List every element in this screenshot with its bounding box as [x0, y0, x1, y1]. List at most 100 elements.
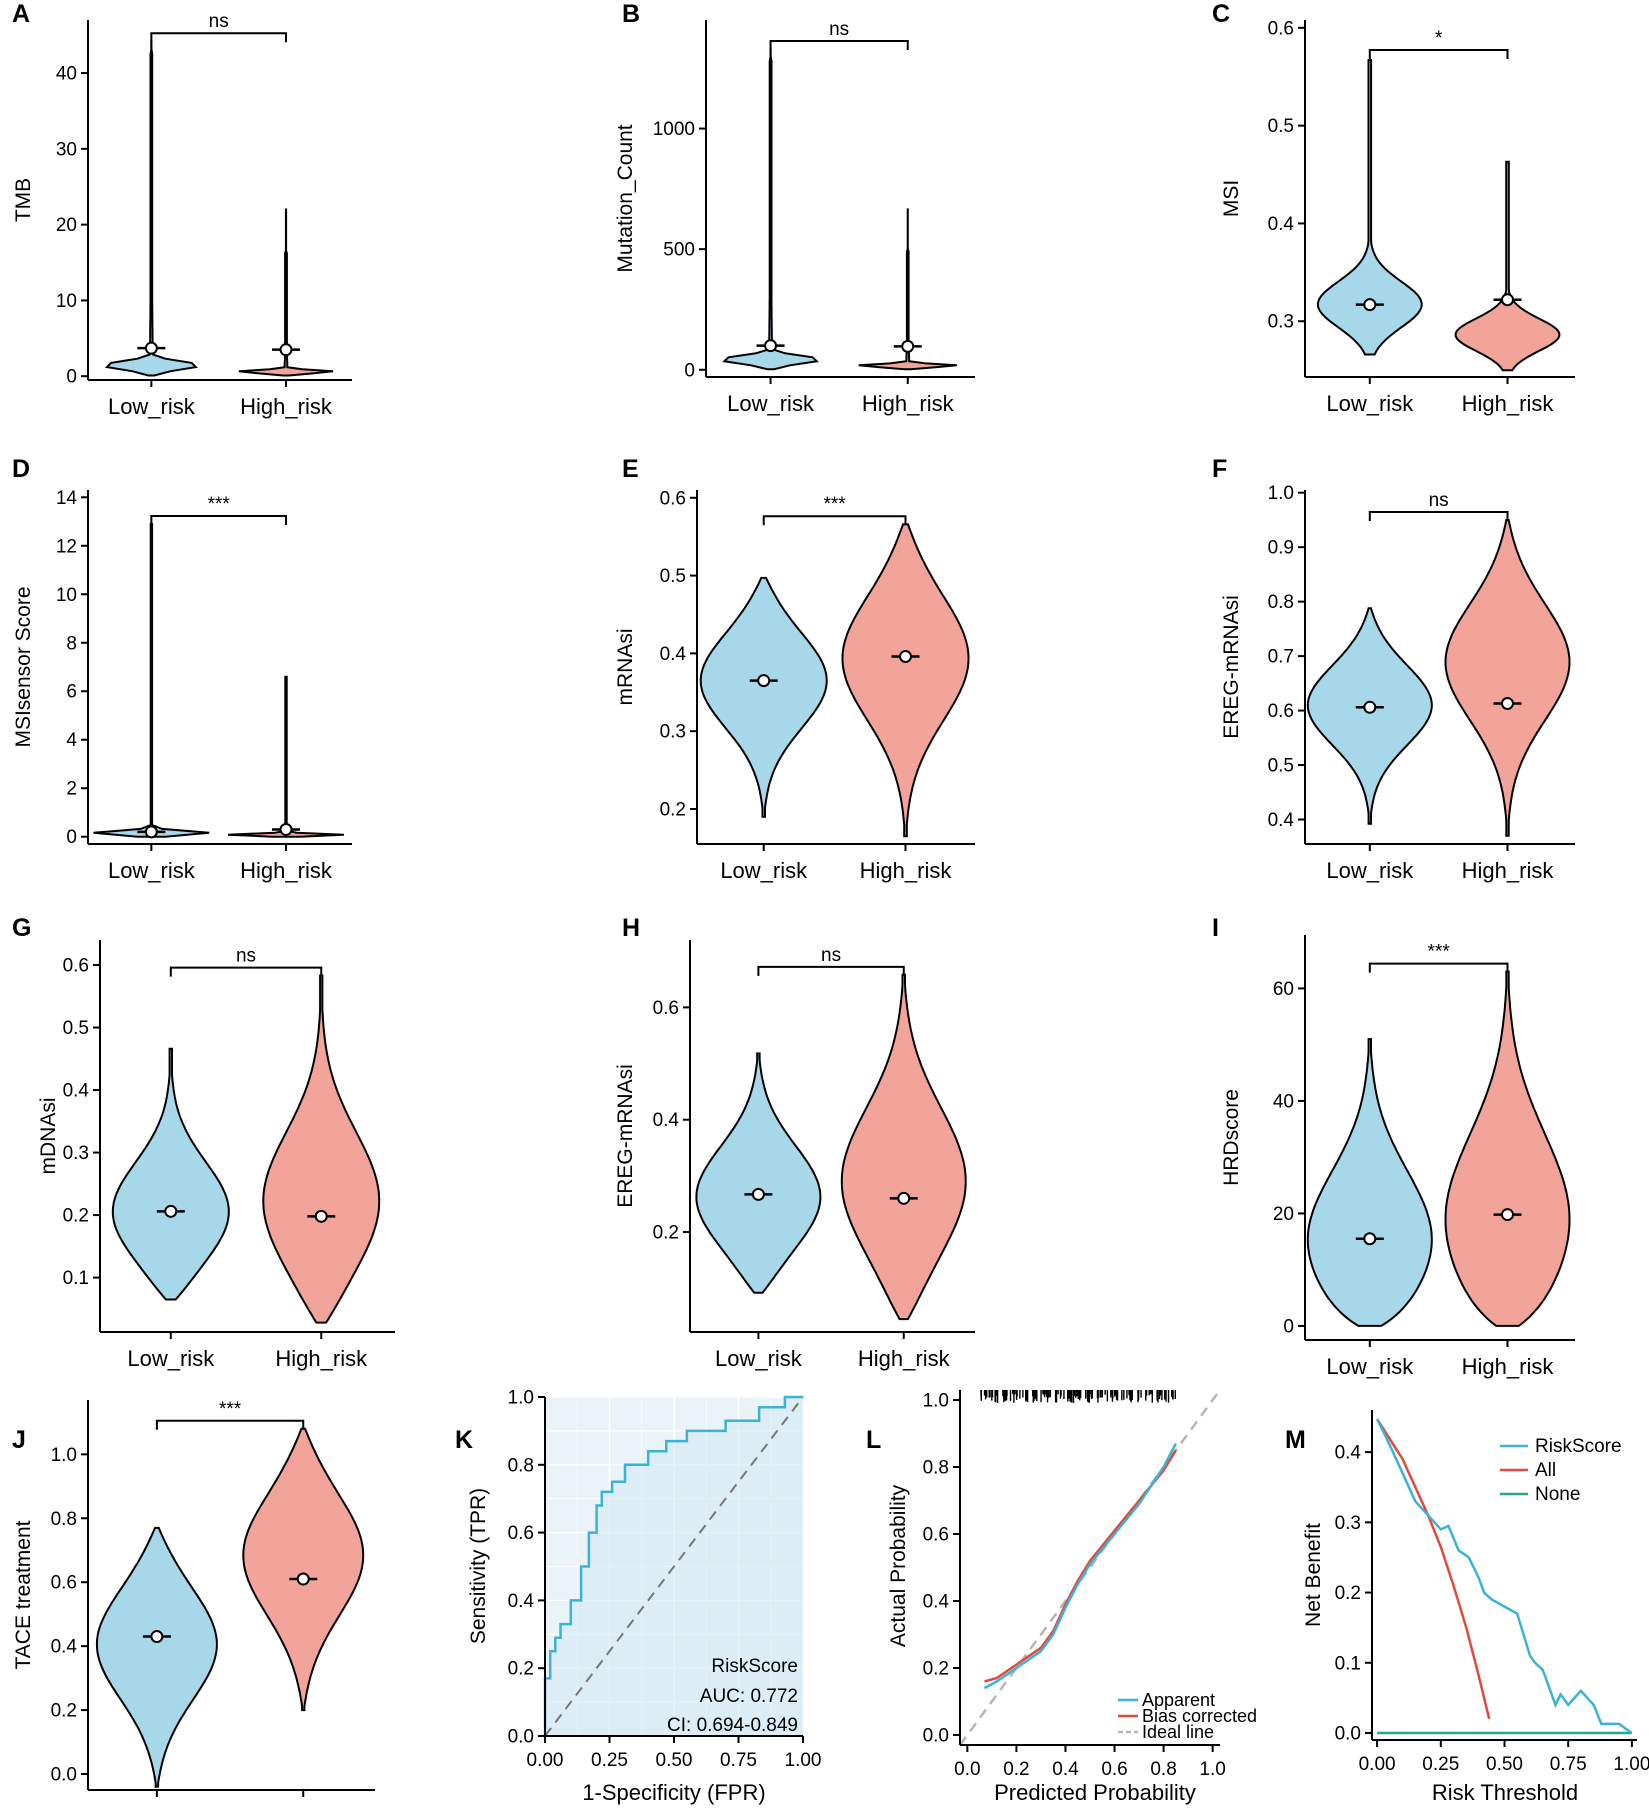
x-tick-label: 0.50 — [656, 1750, 693, 1771]
violin-high-risk — [228, 675, 344, 838]
roc-legend-name: RiskScore — [711, 1656, 798, 1677]
violin-high-risk — [1444, 970, 1571, 1327]
significance-label: ns — [829, 19, 849, 40]
panel-l-calibration: L 0.0 0.2 0.4 0.6 0.8 1.0 0.0 0.2 0.4 0.6 0.8 1.0 A… — [866, 1389, 1257, 1805]
median-point — [751, 1187, 765, 1201]
y-tick-label: 0.6 — [63, 956, 89, 977]
y-tick-label: 0.6 — [508, 1523, 534, 1544]
median-point — [1501, 696, 1514, 710]
violin-high-risk — [1444, 519, 1571, 837]
panel-a: A 0 10 20 30 40 Low_risk High_risk TMB ns — [12, 0, 352, 419]
x-tick-label: 0.75 — [720, 1750, 757, 1771]
y-tick-label: 14 — [56, 488, 78, 509]
significance-label: *** — [824, 494, 847, 515]
panel-letter: B — [622, 0, 640, 28]
y-tick-label: 0.2 — [923, 1658, 949, 1679]
median-point — [279, 343, 293, 357]
y-axis-label: mRNAsi — [614, 629, 637, 706]
violin-low-risk — [695, 1052, 822, 1294]
violin-low-risk — [699, 576, 828, 818]
y-tick-label: 20 — [1273, 1204, 1294, 1225]
calibration-apparent-line — [983, 1443, 1177, 1690]
panel-letter: M — [1285, 1426, 1306, 1454]
median-point — [899, 649, 912, 663]
x-tick-label: High_risk — [858, 1346, 951, 1371]
y-axis-label: Net Benefit — [1302, 1523, 1325, 1627]
median-point — [1501, 293, 1514, 307]
violin-low-risk — [1316, 59, 1423, 356]
violin-high-risk — [840, 973, 967, 1321]
y-tick-label: 0.3 — [660, 722, 686, 743]
y-axis-label: HRDscore — [1220, 1089, 1243, 1186]
y-tick-label: 0.4 — [923, 1591, 950, 1612]
y-tick-label: 10 — [56, 585, 77, 606]
x-axis-label: 1-Specificity (FPR) — [582, 1780, 765, 1805]
roc-curve-riskscore — [543, 1395, 803, 1736]
panel-letter: C — [1212, 0, 1230, 28]
y-tick-label: 6 — [66, 682, 77, 703]
y-tick-label: 0.4 — [653, 1110, 680, 1131]
panel-m-decision-curve: M 0.00 0.25 0.50 0.75 1.00 0.0 0.1 0.2 0.3 0.4 Ri… — [1285, 1410, 1649, 1805]
calibration-ideal-line — [958, 1389, 1222, 1746]
significance-label: ns — [1429, 490, 1449, 511]
y-tick-label: 0 — [66, 367, 77, 388]
median-point — [279, 822, 293, 836]
dca-ticks: 0.00 0.25 0.50 0.75 1.00 0.0 0.1 0.2 0.3 0.4 — [1335, 1443, 1649, 1775]
dca-legend: RiskScore All None — [1500, 1436, 1622, 1505]
panel-letter: H — [622, 914, 640, 942]
y-tick-label: 0.6 — [653, 998, 679, 1019]
x-tick-label: Low_risk — [127, 1346, 215, 1371]
y-tick-label: 0.6 — [1268, 701, 1294, 722]
y-tick-label: 4 — [66, 730, 77, 751]
median-point — [164, 1204, 178, 1218]
legend-label-ideal: Ideal line — [1142, 1722, 1214, 1742]
x-tick-label: Low_risk — [1326, 858, 1414, 883]
x-tick-label: Low_risk — [720, 858, 808, 883]
roc-ticks: 0.00 0.25 0.50 0.75 1.00 0.0 0.2 0.4 0.6 0.8 1.0 — [508, 1388, 822, 1772]
median-point — [1363, 1232, 1377, 1246]
panel-g: G 0.1 0.2 0.3 0.4 0.5 0.6 Low_risk High_risk mDNA… — [12, 914, 395, 1371]
y-tick-label: 0.5 — [660, 566, 686, 587]
y-axis-label: Mutation_Count — [614, 124, 637, 272]
x-tick-label: 0.0 — [954, 1759, 980, 1780]
panel-letter: J — [12, 1426, 26, 1454]
significance-bracket — [769, 39, 909, 50]
significance-bracket — [1368, 49, 1509, 59]
calibration-ticks: 0.0 0.2 0.4 0.6 0.8 1.0 0.0 0.2 0.4 0.6 0.8 1.0 — [923, 1391, 1226, 1780]
y-tick-label: 1000 — [653, 119, 695, 140]
y-tick-label: 0.4 — [1335, 1443, 1362, 1464]
y-tick-label: 30 — [56, 139, 77, 160]
x-tick-label: High_risk — [240, 394, 333, 419]
legend-label-apparent: Apparent — [1142, 1690, 1215, 1710]
significance-bracket — [150, 32, 287, 43]
significance-label: *** — [219, 1399, 242, 1420]
x-tick-label: High_risk — [860, 858, 953, 883]
significance-label: ns — [236, 946, 256, 967]
y-tick-label: 0.0 — [1335, 1723, 1361, 1744]
y-tick-label: 0.3 — [1335, 1513, 1361, 1534]
panel-j: J 0.0 0.2 0.4 0.6 0.8 1.0 Response Non-Response T… — [12, 1399, 377, 1808]
y-tick-label: 0.1 — [63, 1268, 89, 1289]
median-point — [764, 339, 778, 353]
y-tick-label: 0.5 — [1268, 756, 1294, 777]
roc-auc-label: AUC: 0.772 — [700, 1686, 798, 1707]
y-tick-label: 0.5 — [1268, 116, 1294, 137]
panel-e: E 0.2 0.3 0.4 0.5 0.6 Low_risk High_risk mRNAsi *… — [614, 455, 975, 883]
significance-label: *** — [1428, 942, 1451, 963]
x-tick-label: 0.8 — [1150, 1759, 1176, 1780]
x-tick-label: 1.0 — [1199, 1759, 1225, 1780]
violin-high-risk — [262, 974, 381, 1324]
calibration-legend: Apparent Bias corrected Ideal line — [1118, 1690, 1257, 1742]
panel-k-roc: K 0.00 0.25 0.50 0.75 1.00 0.0 0.2 0.4 0.6 0.8 1.0… — [455, 1388, 821, 1806]
y-tick-label: 0.0 — [51, 1765, 77, 1786]
y-tick-label: 0.4 — [508, 1591, 535, 1612]
x-tick-label: 0.4 — [1052, 1759, 1079, 1780]
panel-letter: A — [12, 0, 30, 28]
median-point — [296, 1572, 310, 1586]
y-tick-label: 0.3 — [63, 1143, 89, 1164]
x-tick-label: Low_risk — [108, 394, 196, 419]
panel-letter: G — [12, 914, 31, 942]
y-tick-label: 1.0 — [51, 1445, 77, 1466]
y-tick-label: 0.8 — [923, 1458, 949, 1479]
violin-high-risk — [858, 208, 957, 371]
